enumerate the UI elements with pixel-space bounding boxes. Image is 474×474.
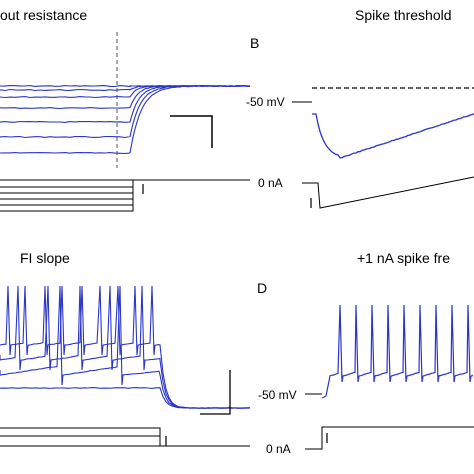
panel-b-title: Spike threshold	[355, 7, 452, 23]
panel-b-letter: B	[250, 35, 260, 51]
panel-d-current-label: 0 nA	[266, 442, 291, 456]
panel-a-voltage-traces	[0, 85, 251, 155]
panel-d-plot	[305, 304, 474, 450]
panel-a-title: out resistance	[0, 7, 88, 23]
panel-c-trace	[0, 285, 251, 409]
panel-b-plot	[292, 87, 474, 209]
panel-c-step	[0, 427, 161, 446]
panel-c-scale-bar	[200, 370, 231, 415]
panel-d-step-stimulus	[305, 426, 474, 450]
panel-b-voltage-trace	[312, 113, 474, 159]
panel-b-voltage-label: -50 mV	[246, 95, 285, 109]
panel-d-letter: D	[257, 280, 268, 296]
panel-c-trace	[0, 285, 250, 409]
panel-d-voltage-trace	[321, 304, 474, 399]
panel-a-current-steps	[0, 179, 250, 212]
panel-b-current-label: 0 nA	[258, 176, 283, 190]
panel-a-step	[0, 180, 134, 212]
panel-c-voltage-traces	[0, 285, 251, 409]
panel-b-ramp-stimulus	[310, 176, 474, 209]
panel-c-trace	[0, 285, 251, 409]
panel-c-trace	[0, 387, 250, 409]
panel-c-title: FI slope	[20, 250, 70, 266]
panel-a-step	[0, 180, 134, 188]
panel-c-plot	[0, 285, 251, 447]
panel-a-plot	[0, 32, 251, 212]
panel-a-scale-bar	[170, 115, 213, 148]
panel-c-current-steps	[0, 427, 250, 447]
panel-d-title: +1 nA spike fre	[357, 250, 451, 266]
panel-d-voltage-label: -50 mV	[258, 388, 297, 402]
panel-a-trace	[0, 85, 251, 155]
panel-a-trace	[0, 85, 251, 99]
panel-a-step	[0, 180, 134, 200]
